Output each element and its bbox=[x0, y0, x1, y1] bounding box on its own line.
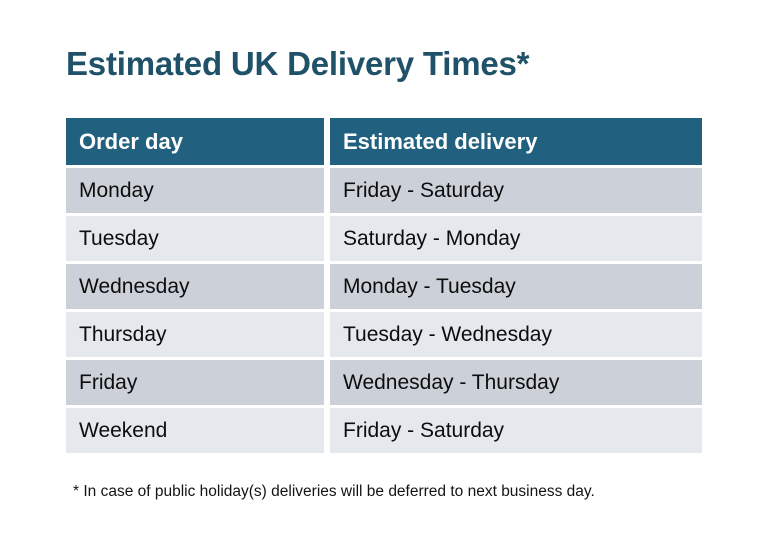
table-row: Thursday Tuesday - Wednesday bbox=[66, 312, 702, 357]
table-header-row: Order day Estimated delivery bbox=[66, 118, 702, 165]
cell-estimated-delivery: Friday - Saturday bbox=[330, 168, 702, 213]
table-row: Tuesday Saturday - Monday bbox=[66, 216, 702, 261]
column-header-estimated-delivery: Estimated delivery bbox=[330, 118, 702, 165]
cell-estimated-delivery: Monday - Tuesday bbox=[330, 264, 702, 309]
cell-order-day: Thursday bbox=[66, 312, 324, 357]
cell-estimated-delivery: Saturday - Monday bbox=[330, 216, 702, 261]
footnote-text: * In case of public holiday(s) deliverie… bbox=[73, 483, 595, 500]
cell-order-day: Wednesday bbox=[66, 264, 324, 309]
table-row: Wednesday Monday - Tuesday bbox=[66, 264, 702, 309]
table-row: Friday Wednesday - Thursday bbox=[66, 360, 702, 405]
cell-estimated-delivery: Friday - Saturday bbox=[330, 408, 702, 453]
cell-estimated-delivery: Tuesday - Wednesday bbox=[330, 312, 702, 357]
cell-order-day: Weekend bbox=[66, 408, 324, 453]
column-header-order-day: Order day bbox=[66, 118, 324, 165]
table-row: Monday Friday - Saturday bbox=[66, 168, 702, 213]
page-title: Estimated UK Delivery Times* bbox=[66, 45, 530, 82]
table-row: Weekend Friday - Saturday bbox=[66, 408, 702, 453]
cell-order-day: Tuesday bbox=[66, 216, 324, 261]
cell-estimated-delivery: Wednesday - Thursday bbox=[330, 360, 702, 405]
cell-order-day: Friday bbox=[66, 360, 324, 405]
cell-order-day: Monday bbox=[66, 168, 324, 213]
delivery-times-table: Order day Estimated delivery Monday Frid… bbox=[66, 118, 702, 453]
